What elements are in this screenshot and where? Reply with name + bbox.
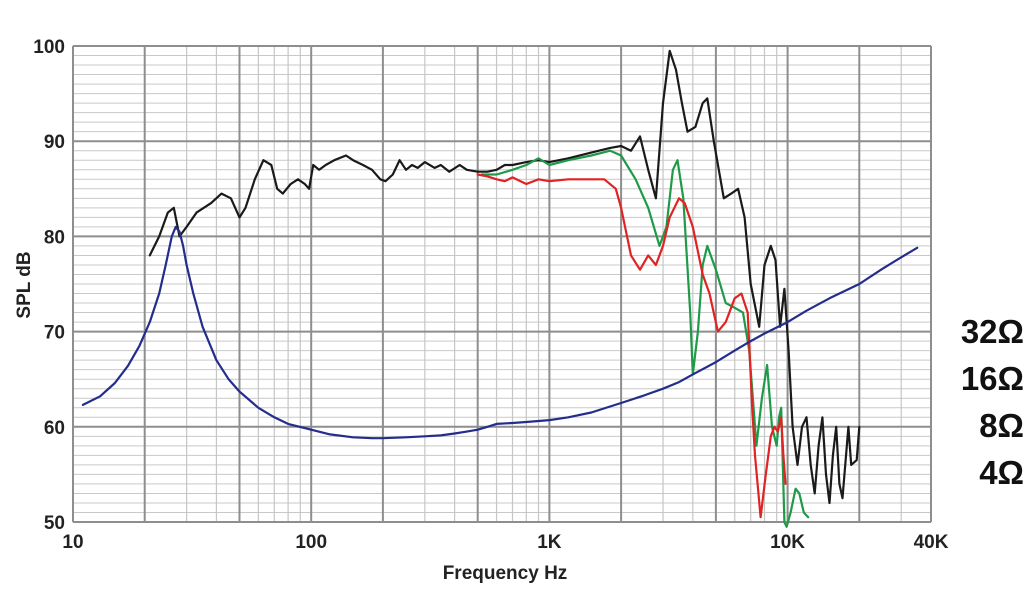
impedance-label-16-ohm: 16Ω — [961, 360, 1024, 397]
impedance-label-4-ohm: 4Ω — [979, 454, 1024, 491]
tick-labels: 10 100 1K 10K 40K 50 60 70 80 90 100 — [33, 37, 948, 553]
x-tick-label: 40K — [914, 532, 949, 553]
y-axis-label: SPL dB — [14, 251, 35, 318]
series-layer — [81, 49, 919, 528]
series-line-3 — [476, 173, 787, 519]
series-line-2 — [480, 149, 810, 528]
minor-gridlines — [73, 46, 932, 522]
impedance-label-32-ohm: 32Ω — [961, 313, 1024, 350]
major-gridlines — [72, 45, 932, 523]
x-tick-label: 10K — [770, 532, 805, 553]
y-tick-label: 90 — [44, 132, 65, 153]
impedance-label-8-ohm: 8Ω — [979, 407, 1024, 444]
x-axis-label: Frequency Hz — [443, 563, 568, 584]
series-line-4 — [81, 225, 919, 440]
y-tick-label: 60 — [44, 418, 65, 439]
x-tick-label: 10 — [62, 532, 83, 553]
x-tick-label: 100 — [295, 532, 327, 553]
y-tick-label: 50 — [44, 513, 65, 534]
y-tick-label: 80 — [44, 227, 65, 248]
y-tick-label: 100 — [33, 37, 65, 58]
x-tick-label: 1K — [537, 532, 562, 553]
y-tick-label: 70 — [44, 323, 65, 344]
